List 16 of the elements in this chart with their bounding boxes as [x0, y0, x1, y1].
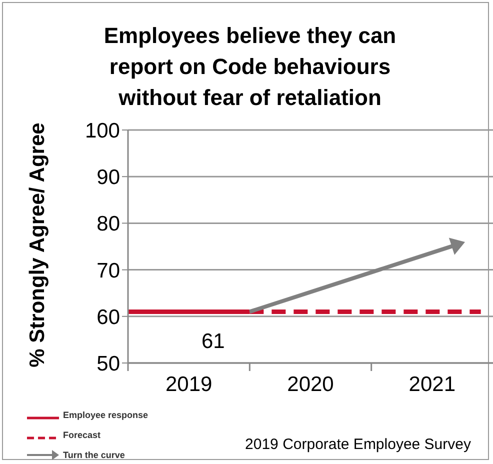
legend-label: Forecast — [63, 430, 101, 440]
x-tick-label: 2020 — [287, 373, 334, 396]
y-tick-label: 100 — [84, 119, 120, 142]
y-axis-title: % Strongly Agree/ Agree — [26, 122, 50, 368]
x-tick-label: 2019 — [165, 373, 212, 396]
legend-label: Employee response — [63, 410, 148, 420]
y-tick-label: 80 — [96, 212, 120, 236]
y-tick-label: 90 — [96, 166, 120, 190]
y-tick-label: 50 — [96, 352, 120, 376]
y-tick-label: 70 — [96, 259, 120, 282]
x-tick-label: 2021 — [408, 373, 456, 396]
y-tick-label: 60 — [96, 306, 120, 329]
text: Turn the curve — [63, 450, 125, 460]
chart-title: Employees believe they can report on Code behaviours without fear of retaliation — [102, 22, 398, 112]
annotation: 61 — [201, 330, 225, 354]
text: 2019 Corporate Employee Survey — [245, 436, 471, 453]
